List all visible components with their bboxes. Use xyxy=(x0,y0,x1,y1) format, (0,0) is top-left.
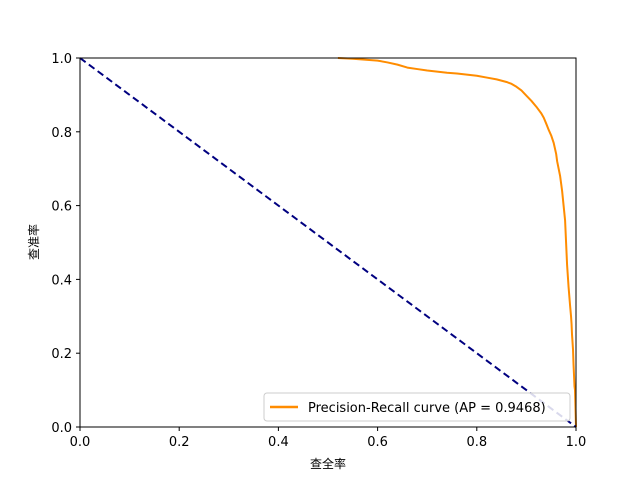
legend-label-pr-curve: Precision-Recall curve (AP = 0.9468) xyxy=(308,401,546,416)
y-axis-ticks: 0.0 0.2 0.4 0.6 0.8 1.0 xyxy=(51,52,80,436)
series-layer xyxy=(79,57,577,428)
y-tick-label: 0.4 xyxy=(51,273,72,288)
x-tick-label: 1.0 xyxy=(566,435,587,450)
y-tick-label: 0.6 xyxy=(51,200,72,215)
pr-curve-line xyxy=(337,57,577,428)
plot-frame xyxy=(79,57,577,428)
y-tick-label: 0.8 xyxy=(51,126,72,141)
legend-box xyxy=(263,392,571,422)
x-tick-label: 0.4 xyxy=(268,435,289,450)
legend: Precision-Recall curve (AP = 0.9468) xyxy=(263,392,571,422)
x-tick-label: 0.0 xyxy=(70,435,91,450)
y-tick-label: 1.0 xyxy=(51,52,72,67)
x-axis-title: 查全率 xyxy=(310,456,346,471)
diagonal-reference-line xyxy=(79,57,577,428)
y-axis-title: 查准率 xyxy=(26,224,41,260)
y-tick-label: 0.0 xyxy=(51,421,72,436)
y-tick-label: 0.2 xyxy=(51,347,72,362)
x-tick-label: 0.8 xyxy=(466,435,487,450)
x-tick-label: 0.2 xyxy=(169,435,190,450)
x-axis-ticks: 0.0 0.2 0.4 0.6 0.8 1.0 xyxy=(70,427,587,450)
x-tick-label: 0.6 xyxy=(367,435,388,450)
